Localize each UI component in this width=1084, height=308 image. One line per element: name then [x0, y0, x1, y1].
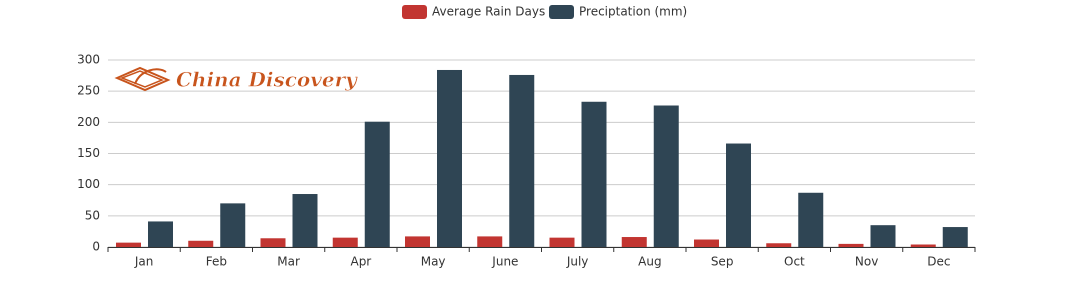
bar	[694, 239, 719, 247]
y-tick-label: 200	[77, 115, 100, 129]
bar	[910, 244, 936, 247]
x-tick-label: Aug	[638, 255, 661, 269]
y-tick-label: 250	[77, 84, 100, 98]
bar	[260, 238, 286, 247]
y-tick-label: 300	[77, 53, 100, 67]
bar	[838, 243, 864, 247]
bar	[332, 237, 358, 247]
plot: 0 50 100 150 200 250 300 Jan Feb Mar Apr May June Jul…	[77, 53, 976, 269]
watermark: China Discovery	[176, 68, 358, 92]
bar	[437, 69, 462, 248]
bar	[581, 101, 607, 247]
bar	[220, 203, 246, 247]
bar	[116, 242, 141, 247]
x-tick-label: Oct	[784, 255, 805, 269]
y-tick-label: 100	[77, 177, 100, 191]
x-tick-label: Jan	[134, 255, 154, 269]
x-tick-label: Nov	[855, 255, 878, 269]
legend-label: Preciptation (mm)	[579, 5, 687, 19]
bar	[766, 243, 792, 247]
bar	[292, 194, 318, 247]
bar	[188, 240, 214, 247]
x-tick-label: Feb	[206, 255, 227, 269]
legend-swatch	[402, 5, 427, 19]
bar	[148, 221, 173, 247]
x-tick-label: May	[421, 255, 446, 269]
y-tick-label: 50	[85, 208, 100, 222]
x-tick-label: Apr	[350, 255, 371, 269]
bar	[870, 225, 896, 247]
y-tick-label: 150	[77, 146, 100, 160]
bar	[509, 74, 535, 248]
bar	[798, 192, 824, 247]
legend-label: Average Rain Days	[432, 5, 545, 19]
x-tick-label: Dec	[927, 255, 950, 269]
bar	[653, 105, 679, 248]
bar	[477, 236, 503, 247]
x-tick-label: July	[566, 255, 589, 269]
y-tick-label: 0	[92, 240, 100, 254]
bar	[726, 143, 751, 247]
logo: China Discovery	[114, 66, 358, 92]
bar	[364, 121, 390, 247]
bar	[549, 237, 575, 247]
legend-swatch	[549, 5, 574, 19]
x-tick-label: Mar	[277, 255, 300, 269]
bar	[621, 237, 647, 247]
bar	[405, 236, 430, 247]
x-tick-label: June	[491, 255, 518, 269]
x-tick-label: Sep	[711, 255, 734, 269]
bar	[942, 227, 968, 247]
